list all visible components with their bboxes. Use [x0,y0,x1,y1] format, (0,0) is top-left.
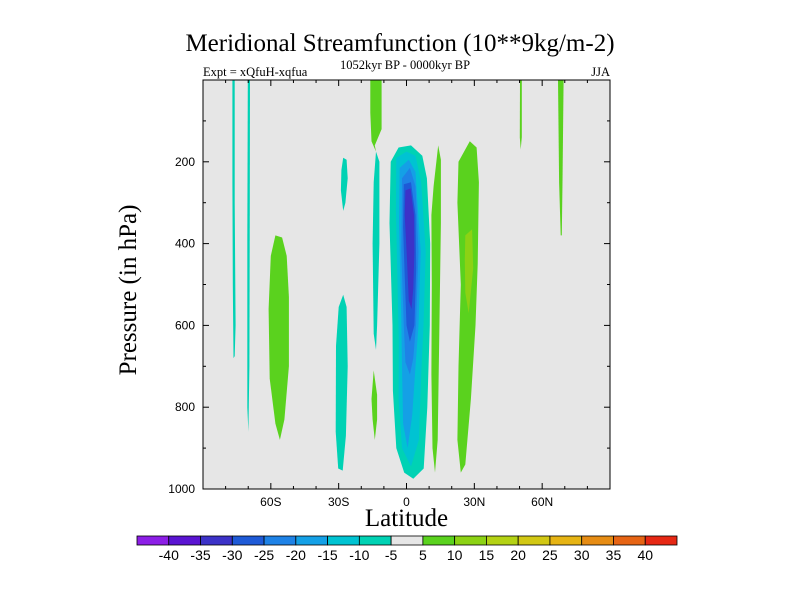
x-tick-label: 30N [463,495,485,509]
experiment-label: Expt = xQfuH-xqfua [203,65,308,79]
contour-regions [232,80,564,479]
colorbar-label: -25 [254,547,274,563]
colorbar-label: -5 [385,547,398,563]
colorbar-box [168,535,201,546]
colorbar-label: -15 [317,547,337,563]
x-axis-label: Latitude [364,505,449,532]
colorbar-box [644,535,678,546]
chart-title: Meridional Streamfunction (10**9kg/m-2) [185,30,615,57]
colorbar-label: 10 [447,547,463,563]
contour-region-cell-14S-low [371,370,378,440]
contour-region-cell-27S-high [340,157,348,211]
colorbar-box [327,535,360,546]
colorbar-box [613,535,646,546]
contour-region-cell-28S-low [335,294,348,471]
x-tick-label: 0 [403,495,410,509]
colorbar-box [231,535,265,546]
colorbar-box [200,535,233,546]
contour-region-cell-27N-core [464,229,474,314]
contour-region-strip-70S [247,80,250,432]
colorbar-label: 15 [479,547,495,563]
season-label: JJA [591,65,610,79]
contour-region-eq-minus30 [404,188,415,309]
y-tick-label: 1000 [168,482,195,496]
contour-region-cell-12S-strip [372,151,380,350]
contour-region-cell-12S-tongue [370,80,382,152]
colorbar-box [263,535,297,546]
colorbar-label: 40 [637,547,653,563]
colorbar-box [486,535,519,546]
y-tick-label: 600 [175,318,195,332]
colorbar-box [454,535,487,546]
colorbar-label: -40 [159,547,179,563]
contour-region-strip-50N [519,80,522,150]
colorbar-label: -35 [190,547,210,563]
contour-region-strip-68N [558,80,564,236]
y-tick-label: 800 [175,400,195,414]
colorbar-label: 20 [510,547,526,563]
colorbar: -40 -35 -30 -25 -20 -15 -10 -5 5 10 15 20 25 30 35 40 [136,535,678,563]
y-tick-label: 200 [175,155,195,169]
x-tick-label: 60N [531,495,553,509]
colorbar-label: -30 [222,547,242,563]
colorbar-label: 30 [574,547,590,563]
colorbar-box [390,535,424,546]
colorbar-box [136,535,170,546]
colorbar-box [295,535,328,546]
colorbar-box [517,535,551,546]
colorbar-box [581,535,614,546]
colorbar-label: -10 [349,547,369,563]
contour-region-eq-plus5-east [431,145,441,473]
x-tick-label: 60S [260,495,281,509]
colorbar-box [422,535,456,546]
colorbar-label: 5 [419,547,427,563]
x-tick-label: 30S [328,495,349,509]
colorbar-label: 25 [542,547,558,563]
y-tick-label: 400 [175,237,195,251]
colorbar-box [549,535,583,546]
colorbar-label: -20 [286,547,306,563]
colorbar-box [358,535,392,546]
period-label: 1052kyr BP - 0000kyr BP [339,58,471,72]
contour-region-strip-75S [232,80,236,359]
colorbar-label: 35 [606,547,622,563]
contour-region-cell-55S [268,235,289,440]
